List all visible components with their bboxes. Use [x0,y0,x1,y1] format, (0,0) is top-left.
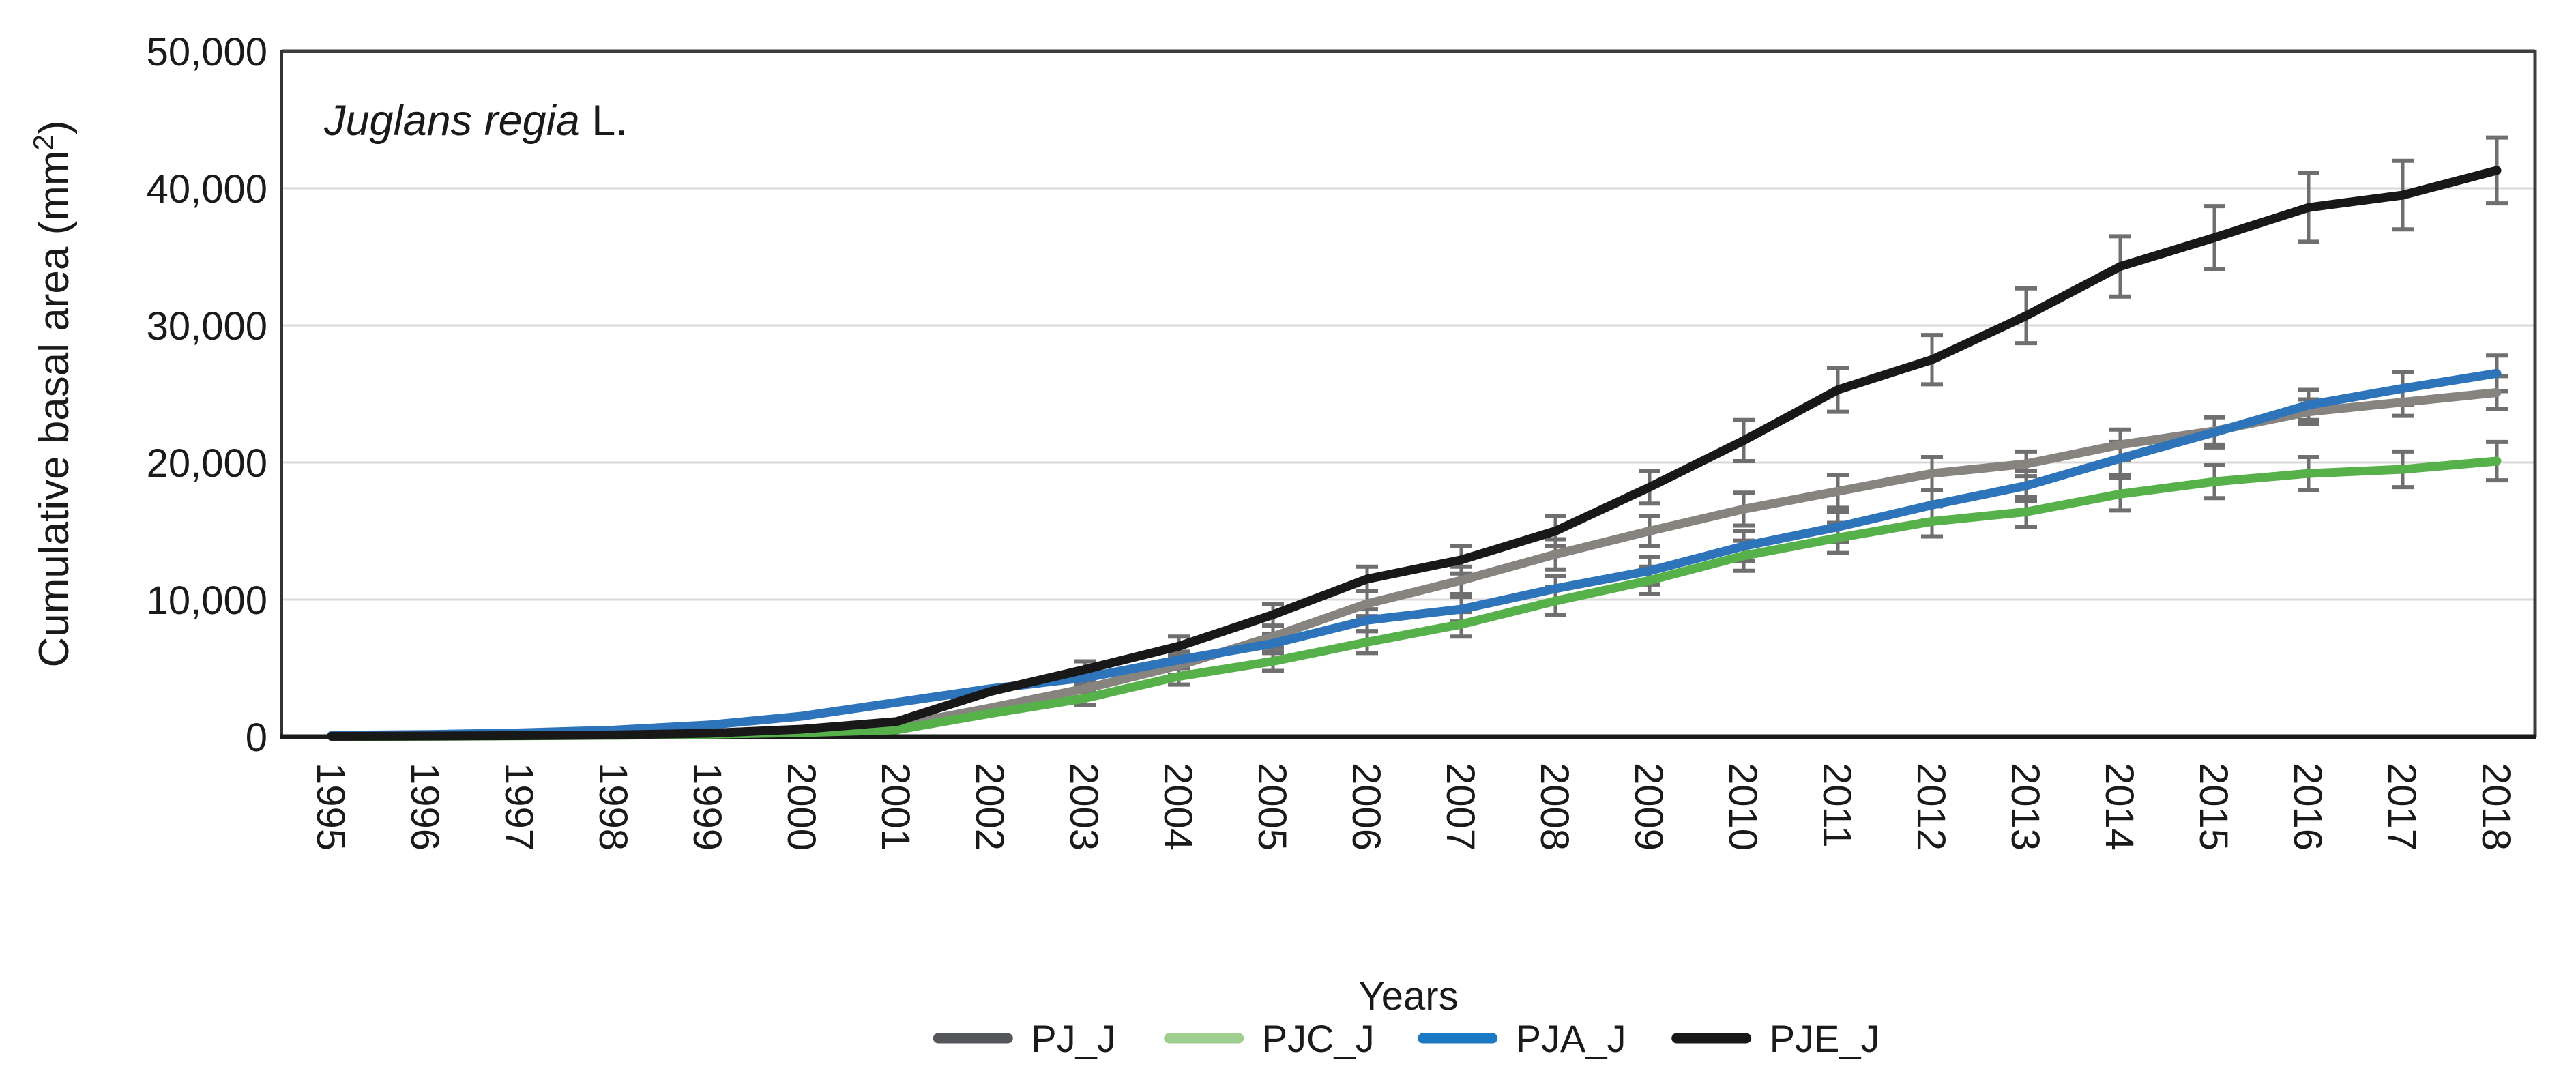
x-tick-label-2013: 2013 [2003,763,2047,851]
legend-item-PJ_J: PJ_J [933,1017,1116,1060]
x-tick-label-2016: 2016 [2285,763,2330,851]
x-tick-label-1998: 1998 [591,763,635,851]
legend-label-PJE_J: PJE_J [1770,1017,1880,1060]
x-tick-label-1996: 1996 [402,763,447,851]
x-tick-label-2001: 2001 [873,763,918,851]
x-tick-label-1999: 1999 [685,763,729,851]
x-tick-label-2012: 2012 [1909,763,1953,851]
legend-label-PJ_J: PJ_J [1031,1017,1116,1060]
y-tick-label-10,000: 10,000 [147,578,267,623]
legend-item-PJA_J: PJA_J [1418,1017,1626,1060]
species-annotation: Juglans regia L. [323,97,628,145]
x-axis-title: Years [1358,974,1458,1018]
series-line-PJA_J [327,368,2502,740]
legend-item-PJC_J: PJC_J [1164,1017,1375,1060]
y-tick-label-20,000: 20,000 [147,441,267,486]
x-tick-labels: 1995 1996 1997 1998 1999 2000 2001 2002 2003 2004… [308,763,2518,851]
x-tick-label-2017: 2017 [2380,763,2424,851]
legend: PJ_J PJC_J PJA_J PJE_J [933,1017,1880,1060]
y-axis-title: Cumulative basal area (mm2) [27,120,78,667]
y-tick-label-0: 0 [246,716,267,760]
y-tick-label-50,000: 50,000 [147,30,267,74]
legend-item-PJE_J: PJE_J [1671,1017,1880,1060]
x-tick-label-2010: 2010 [1721,763,1765,851]
legend-label-PJA_J: PJA_J [1516,1017,1626,1060]
x-tick-label-2004: 2004 [1156,763,1200,851]
y-tick-labels: 0 10,000 20,000 30,000 40,000 50,000 [147,30,267,760]
x-tick-label-2011: 2011 [1815,763,1859,848]
x-tick-label-2000: 2000 [779,763,823,851]
x-tick-label-2002: 2002 [967,763,1012,851]
species-annotation-binomial: Juglans regia [323,97,580,145]
x-tick-label-2015: 2015 [2191,763,2236,851]
x-tick-label-2005: 2005 [1250,763,1294,851]
x-tick-label-2018: 2018 [2474,763,2518,851]
x-tick-label-2009: 2009 [1626,763,1671,851]
y-axis-title-part: Cumulative basal area (mm [31,150,78,667]
x-tick-label-2014: 2014 [2097,763,2141,851]
y-tick-label-30,000: 30,000 [147,304,267,349]
x-tick-label-2007: 2007 [1438,763,1482,851]
x-tick-label-1997: 1997 [497,763,541,851]
x-tick-label-2006: 2006 [1344,763,1388,851]
legend-label-PJC_J: PJC_J [1262,1017,1375,1060]
y-axis-title-part: 2 [27,134,59,150]
gridlines [282,187,2535,601]
series-line-PJE_J [327,166,2502,741]
y-axis-title-part: ) [31,120,78,134]
x-tick-label-1995: 1995 [308,763,353,851]
x-tick-label-2003: 2003 [1062,763,1106,851]
y-tick-label-40,000: 40,000 [147,167,267,211]
series-lines [327,166,2502,741]
species-annotation-authority: L. [580,97,628,145]
x-tick-label-2008: 2008 [1532,763,1577,851]
